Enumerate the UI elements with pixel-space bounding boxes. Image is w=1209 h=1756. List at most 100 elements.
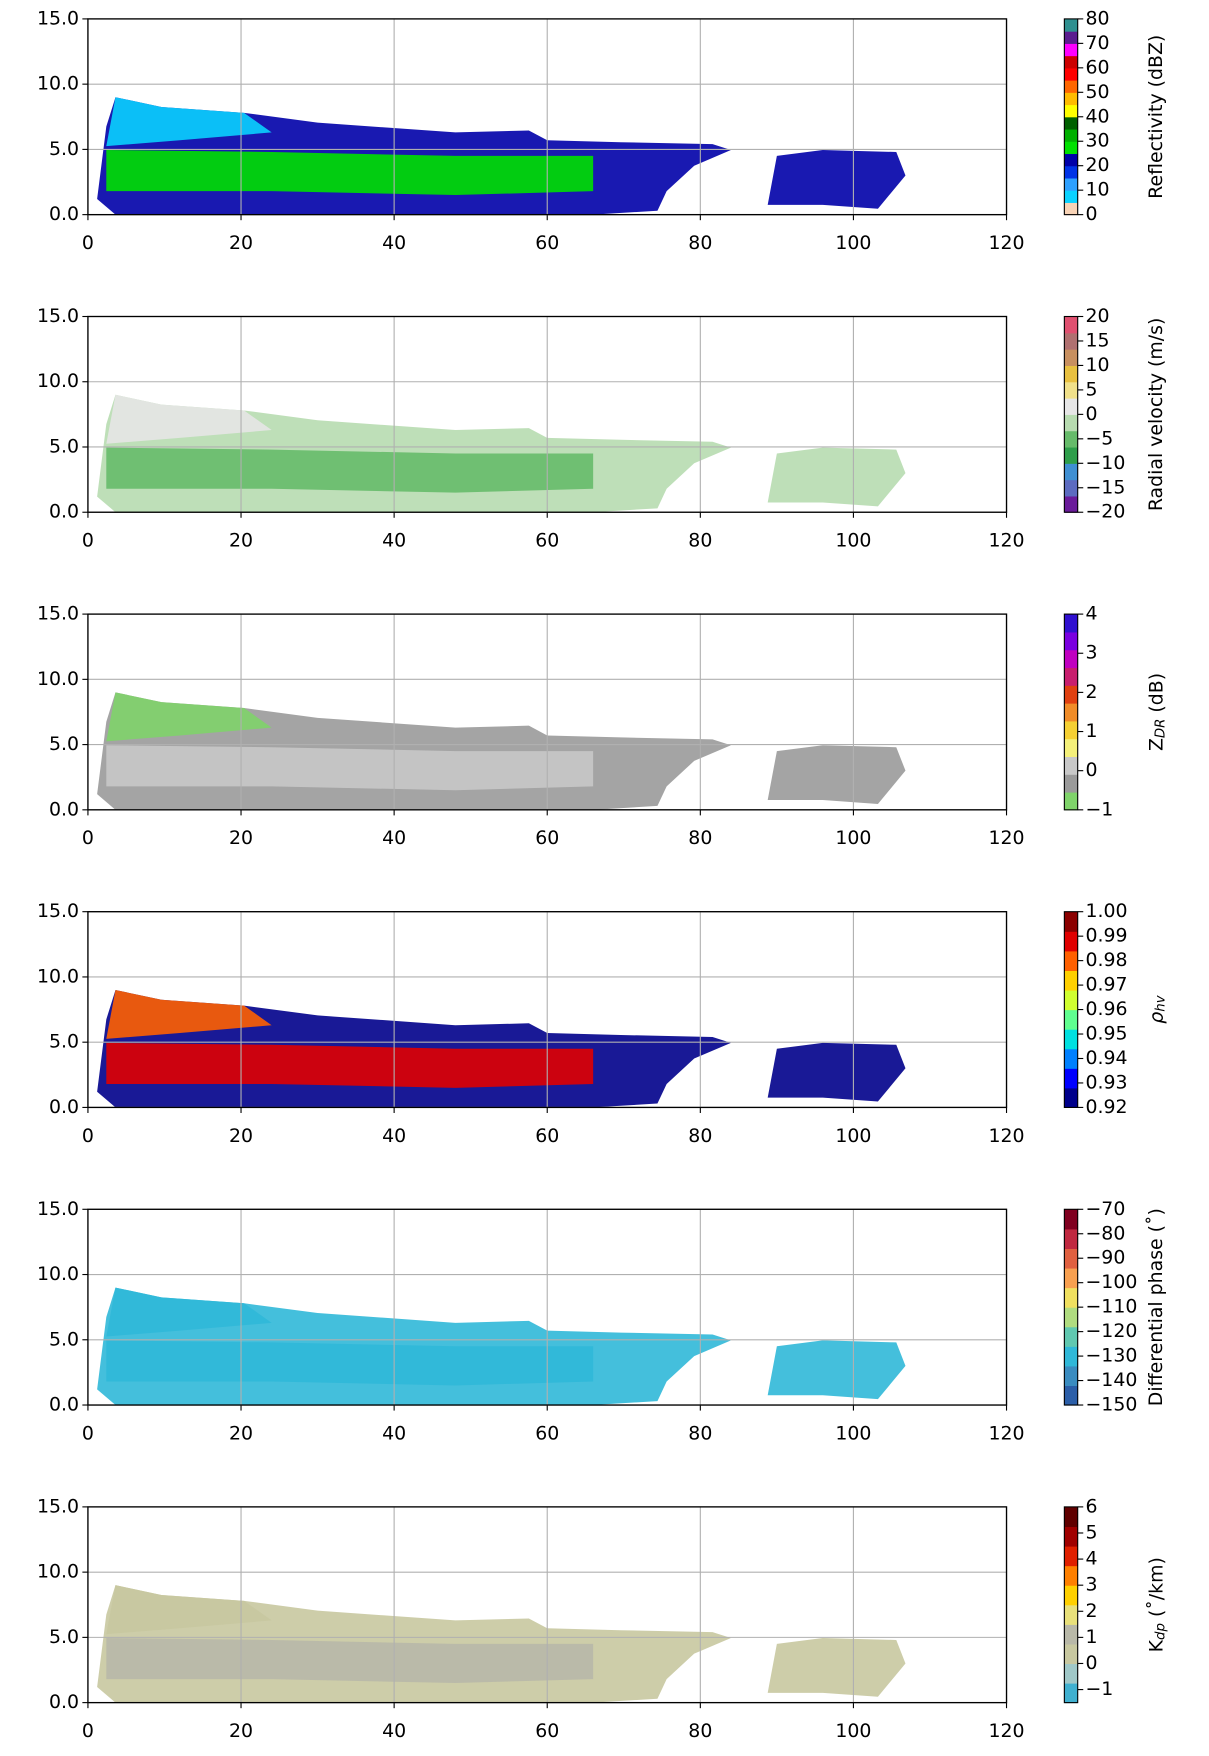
colorbar-tick-label: −130 — [1085, 1345, 1137, 1367]
x-tick-label: 80 — [688, 232, 712, 254]
colorbar-swatch — [1064, 365, 1078, 383]
colorbar-tick-label: 20 — [1085, 305, 1109, 327]
field-region — [106, 1638, 594, 1684]
colorbar-swatch — [1064, 104, 1078, 118]
colorbar-swatch — [1064, 1585, 1078, 1606]
field-region — [106, 1042, 594, 1088]
y-tick-label: 5.0 — [49, 1328, 79, 1350]
colorbar-tick-label: 6 — [1085, 1495, 1097, 1517]
colorbar-label: Reflectivity (dBZ) — [1145, 35, 1167, 199]
colorbar-swatch — [1064, 738, 1078, 758]
colorbar-tick-label: 0.98 — [1085, 949, 1127, 971]
y-tick-label: 10.0 — [37, 1263, 79, 1285]
colorbar-swatch — [1064, 1268, 1078, 1289]
x-tick-label: 20 — [229, 1422, 253, 1444]
colorbar-swatch — [1064, 720, 1078, 740]
colorbar-label-part: DR — [1154, 719, 1169, 739]
field-region — [767, 745, 906, 804]
colorbar-tick-label: −80 — [1085, 1222, 1125, 1244]
y-tick-label: 5.0 — [49, 1626, 79, 1648]
colorbar-label-part: (dB) — [1145, 673, 1167, 719]
colorbar-tick-label: −150 — [1085, 1394, 1137, 1416]
x-tick-label: 40 — [382, 232, 406, 254]
colorbar-tick-label: 4 — [1085, 1548, 1097, 1570]
colorbar-swatch — [1064, 141, 1078, 155]
colorbar-tick-label: −1 — [1085, 1678, 1113, 1700]
colorbar-tick-label: 2 — [1085, 1600, 1097, 1622]
colorbar-frame — [1063, 18, 1079, 216]
colorbar-tick-label: −5 — [1085, 427, 1113, 449]
axes-frame — [87, 315, 1008, 513]
colorbar-tick-label: −1 — [1085, 798, 1113, 820]
colorbar-swatch — [1064, 1048, 1078, 1069]
colorbar-swatch — [1064, 414, 1078, 432]
colorbar-swatch — [1064, 1546, 1078, 1567]
x-tick-label: 100 — [835, 1422, 871, 1444]
y-tick-label: 0.0 — [49, 1394, 79, 1416]
y-tick-label: 5.0 — [49, 733, 79, 755]
colorbar-tick-label: 1.00 — [1085, 900, 1127, 922]
colorbar-tick-label: −15 — [1085, 476, 1125, 498]
colorbar-swatch — [1064, 92, 1078, 106]
colorbar-swatch — [1064, 667, 1078, 686]
field-region — [106, 97, 272, 147]
x-tick-label: 60 — [535, 530, 559, 552]
colorbar-tick-label: 0.99 — [1085, 925, 1127, 947]
colorbar-swatch — [1064, 1604, 1078, 1625]
x-tick-label: 0 — [82, 232, 94, 254]
x-tick-label: 60 — [535, 1125, 559, 1147]
y-tick-label: 10.0 — [37, 965, 79, 987]
colorbar-swatch — [1064, 332, 1078, 350]
colorbar-frame — [1063, 315, 1079, 513]
colorbar-swatch — [1064, 774, 1078, 793]
x-tick-label: 120 — [988, 530, 1024, 552]
field-region — [767, 1638, 906, 1697]
colorbar-swatch — [1064, 1526, 1078, 1547]
field-region — [106, 1340, 594, 1386]
colorbar-label: Differential phase (˚) — [1145, 1208, 1167, 1406]
colorbar-swatch — [1064, 129, 1078, 142]
y-tick-label: 5.0 — [49, 138, 79, 160]
colorbar-tick-label: 3 — [1085, 642, 1097, 664]
colorbar-swatch — [1064, 989, 1078, 1011]
colorbar-tick-label: 60 — [1085, 56, 1109, 78]
colorbar-swatch — [1064, 165, 1078, 179]
colorbar-tick-label: 40 — [1085, 105, 1109, 127]
colorbar-tick-label: −110 — [1085, 1296, 1137, 1318]
y-tick-label: 0.0 — [49, 1691, 79, 1713]
field-region — [106, 447, 594, 493]
colorbar-swatch — [1064, 177, 1078, 191]
axes-frame — [87, 18, 1008, 216]
colorbar-swatch — [1064, 1385, 1078, 1406]
x-tick-label: 20 — [229, 232, 253, 254]
colorbar-tick-label: 30 — [1085, 130, 1109, 152]
x-tick-label: 60 — [535, 232, 559, 254]
colorbar-swatch — [1064, 1643, 1078, 1665]
colorbar-tick-label: 10 — [1085, 354, 1109, 376]
colorbar-swatch — [1064, 495, 1078, 513]
colorbar-tick-label: −20 — [1085, 501, 1125, 523]
x-tick-label: 120 — [988, 232, 1024, 254]
colorbar-label-part: dp — [1154, 1623, 1169, 1640]
x-tick-label: 20 — [229, 1720, 253, 1742]
field-region — [106, 1287, 272, 1337]
colorbar-label-part: K — [1145, 1639, 1167, 1652]
colorbar-swatch — [1064, 1506, 1078, 1528]
y-tick-label: 10.0 — [37, 370, 79, 392]
colorbar-swatch — [1064, 1307, 1078, 1328]
x-tick-label: 80 — [688, 530, 712, 552]
x-tick-label: 0 — [82, 1422, 94, 1444]
colorbar-tick-label: −70 — [1085, 1198, 1125, 1220]
panel: 0 20 40 60 80 100 1200.05.010.015.001020304050… — [37, 7, 1167, 254]
y-tick-label: 0.0 — [49, 501, 79, 523]
colorbar-swatch — [1064, 1326, 1078, 1347]
field-region — [106, 989, 272, 1039]
x-tick-label: 100 — [835, 232, 871, 254]
field-region — [106, 692, 272, 742]
axes-frame — [87, 1208, 1008, 1406]
colorbar-swatch — [1064, 80, 1078, 93]
colorbar-label: ρhv — [1145, 994, 1168, 1023]
colorbar-swatch — [1064, 43, 1078, 57]
colorbar-swatch — [1064, 446, 1078, 464]
x-tick-label: 100 — [835, 1720, 871, 1742]
